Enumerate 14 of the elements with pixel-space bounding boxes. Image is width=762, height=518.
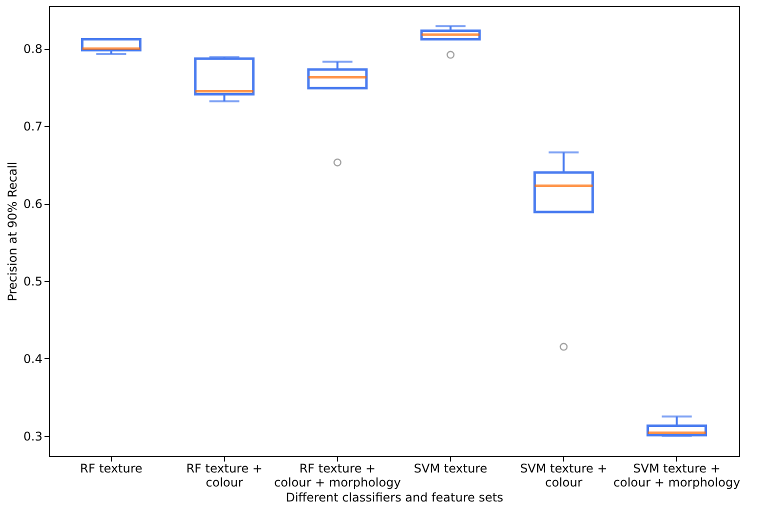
x-tick-label: RF texture [80, 462, 142, 476]
y-tick-label: 0.6 [23, 197, 42, 212]
x-tick-label: SVM texture + colour + morphology [613, 462, 740, 490]
x-tick-label: SVM texture + colour [520, 462, 608, 490]
x-tick-label: RF texture + colour [186, 462, 262, 490]
x-axis-title: Different classifiers and feature sets [286, 490, 504, 504]
y-tick-label: 0.7 [23, 120, 42, 134]
y-tick-label: 0.5 [23, 274, 42, 288]
x-tick-label: SVM texture [414, 462, 488, 476]
y-tick-label: 0.3 [23, 429, 42, 444]
y-axis-title: Precision at 90% Recall [5, 162, 20, 302]
y-tick-label: 0.4 [23, 352, 42, 366]
y-tick-label: 0.8 [23, 42, 42, 56]
x-tick-label: RF texture + colour + morphology [274, 462, 401, 490]
